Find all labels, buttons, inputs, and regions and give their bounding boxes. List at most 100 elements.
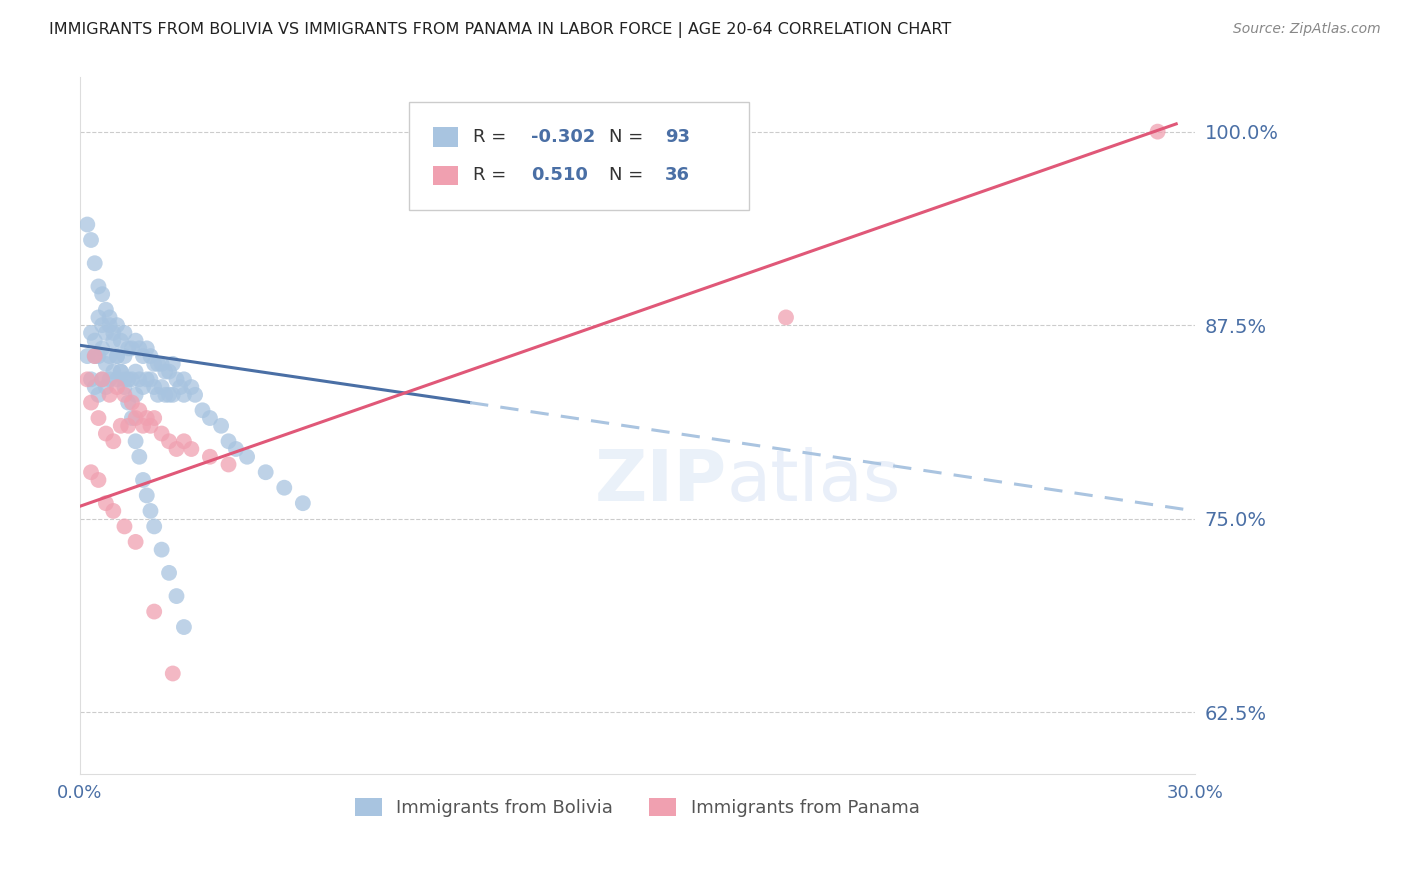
- Point: [198, 411, 221, 425]
- Text: N =: N =: [609, 166, 650, 184]
- Point: [139, 372, 162, 386]
- Point: [150, 426, 173, 441]
- Point: [291, 496, 314, 510]
- Point: [150, 542, 173, 557]
- Point: [135, 488, 157, 502]
- Point: [124, 434, 146, 449]
- Point: [114, 380, 136, 394]
- Point: [225, 442, 247, 456]
- Point: [132, 418, 155, 433]
- Point: [1146, 125, 1168, 139]
- Point: [218, 434, 240, 449]
- Point: [162, 388, 184, 402]
- Point: [135, 411, 157, 425]
- Text: 0.510: 0.510: [531, 166, 588, 184]
- Point: [103, 326, 125, 340]
- Point: [105, 349, 128, 363]
- Point: [80, 372, 103, 386]
- Point: [124, 411, 146, 425]
- Text: 36: 36: [665, 166, 690, 184]
- Point: [157, 434, 180, 449]
- Point: [103, 365, 125, 379]
- Point: [117, 395, 139, 409]
- Point: [103, 334, 125, 348]
- Point: [124, 535, 146, 549]
- Text: R =: R =: [474, 166, 519, 184]
- Point: [273, 481, 295, 495]
- Point: [150, 357, 173, 371]
- Text: atlas: atlas: [727, 447, 901, 516]
- Point: [173, 372, 195, 386]
- Point: [124, 388, 146, 402]
- Point: [124, 334, 146, 348]
- Point: [143, 411, 166, 425]
- Point: [114, 372, 136, 386]
- Point: [98, 388, 121, 402]
- Point: [110, 418, 132, 433]
- Text: R =: R =: [474, 128, 512, 145]
- Point: [173, 620, 195, 634]
- Point: [128, 450, 150, 464]
- Point: [94, 380, 117, 394]
- Point: [135, 342, 157, 356]
- Point: [132, 473, 155, 487]
- Point: [775, 310, 797, 325]
- Point: [98, 318, 121, 333]
- Point: [83, 256, 105, 270]
- Point: [98, 310, 121, 325]
- Point: [98, 349, 121, 363]
- Point: [110, 334, 132, 348]
- Point: [91, 342, 114, 356]
- Point: [162, 357, 184, 371]
- Text: ZIP: ZIP: [595, 447, 727, 516]
- Point: [98, 372, 121, 386]
- Point: [87, 349, 110, 363]
- Point: [121, 411, 143, 425]
- Point: [139, 349, 162, 363]
- Text: Source: ZipAtlas.com: Source: ZipAtlas.com: [1233, 22, 1381, 37]
- Point: [114, 388, 136, 402]
- Point: [105, 372, 128, 386]
- Point: [91, 318, 114, 333]
- Point: [128, 342, 150, 356]
- Point: [105, 349, 128, 363]
- Point: [169, 380, 191, 394]
- Point: [83, 380, 105, 394]
- Point: [121, 395, 143, 409]
- FancyBboxPatch shape: [409, 102, 749, 210]
- FancyBboxPatch shape: [433, 166, 458, 186]
- Point: [143, 357, 166, 371]
- Point: [94, 357, 117, 371]
- Point: [166, 589, 188, 603]
- Point: [105, 318, 128, 333]
- Point: [110, 365, 132, 379]
- Legend: Immigrants from Bolivia, Immigrants from Panama: Immigrants from Bolivia, Immigrants from…: [347, 790, 927, 824]
- Point: [94, 302, 117, 317]
- Point: [76, 372, 98, 386]
- Point: [180, 442, 202, 456]
- Point: [143, 519, 166, 533]
- Point: [94, 326, 117, 340]
- Point: [121, 372, 143, 386]
- Point: [114, 519, 136, 533]
- Point: [80, 465, 103, 479]
- Point: [83, 349, 105, 363]
- Text: IMMIGRANTS FROM BOLIVIA VS IMMIGRANTS FROM PANAMA IN LABOR FORCE | AGE 20-64 COR: IMMIGRANTS FROM BOLIVIA VS IMMIGRANTS FR…: [49, 22, 952, 38]
- Point: [110, 365, 132, 379]
- Point: [124, 365, 146, 379]
- Point: [146, 357, 169, 371]
- Point: [80, 326, 103, 340]
- Point: [76, 218, 98, 232]
- Point: [198, 450, 221, 464]
- Point: [209, 418, 232, 433]
- Point: [128, 403, 150, 417]
- Point: [146, 388, 169, 402]
- Point: [191, 403, 214, 417]
- Point: [114, 349, 136, 363]
- Point: [83, 349, 105, 363]
- Point: [121, 342, 143, 356]
- Point: [94, 426, 117, 441]
- Point: [76, 349, 98, 363]
- Point: [236, 450, 259, 464]
- Point: [128, 372, 150, 386]
